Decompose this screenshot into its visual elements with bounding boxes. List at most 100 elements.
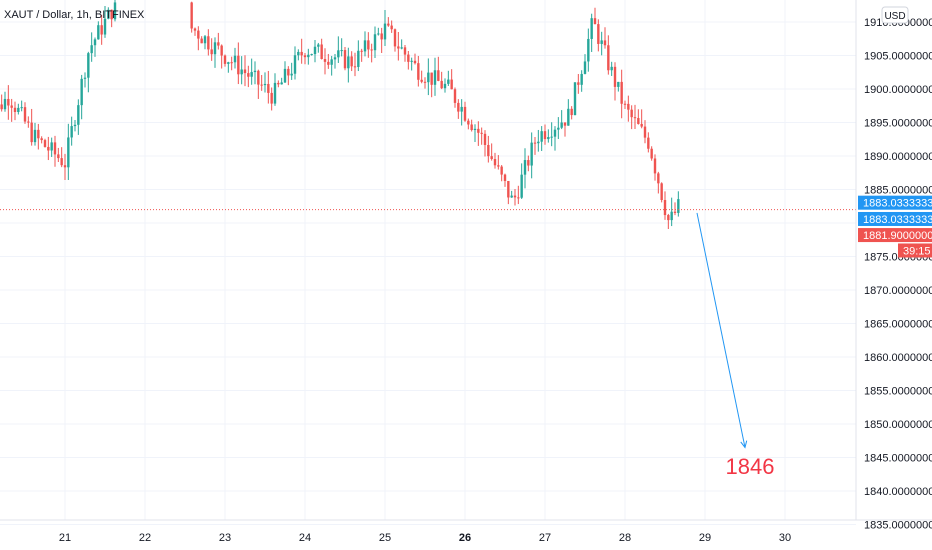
candle-body <box>247 73 250 77</box>
candle-body <box>303 55 307 58</box>
candle-body <box>520 174 523 198</box>
candle-body <box>270 92 273 104</box>
candle-body <box>433 70 437 85</box>
candle-body <box>280 82 283 85</box>
candle-body <box>390 25 393 30</box>
candle-body <box>367 40 370 50</box>
candle-body <box>0 104 3 110</box>
countdown-text: 39:15 <box>903 245 931 257</box>
candle-body <box>347 56 350 69</box>
candle-body <box>70 126 73 138</box>
candle-body <box>380 33 383 40</box>
time-axis-tick-label: 26 <box>459 532 471 544</box>
candle-body <box>463 106 467 121</box>
candle-body <box>237 55 240 75</box>
price-label-badge <box>858 228 932 243</box>
time-axis-tick-label: 21 <box>59 532 71 544</box>
candle-body <box>547 137 550 140</box>
price-label-text: 1883.03333333 <box>863 198 932 210</box>
price-axis-tick-label: 1845.00000000 <box>864 453 932 465</box>
candle-body <box>453 89 457 103</box>
candle-body <box>557 127 560 130</box>
candle-body <box>57 154 60 159</box>
candle-body <box>447 79 450 84</box>
candle-body <box>553 129 557 137</box>
candle-body <box>353 66 357 68</box>
time-axis-tick-label: 25 <box>379 532 391 544</box>
candle-body <box>507 180 510 198</box>
candle-body <box>420 79 423 82</box>
candle-body <box>50 142 53 151</box>
countdown-badge <box>898 243 932 258</box>
candle-body <box>500 166 503 175</box>
candle-body <box>637 118 640 124</box>
candle-body <box>77 105 80 125</box>
candle-body <box>30 122 33 143</box>
chart-symbol-title: XAUT / Dollar, 1h, BITFINEX <box>4 9 145 21</box>
candle-body <box>40 138 43 141</box>
candle-body <box>550 136 553 138</box>
price-axis-tick-label: 1865.00000000 <box>864 319 932 331</box>
candle-body <box>477 128 480 133</box>
projection-arrow-line[interactable] <box>696 212 746 448</box>
candle-body <box>583 61 587 74</box>
candle-body <box>480 132 483 134</box>
candle-body <box>533 142 537 144</box>
candle-body <box>250 72 253 77</box>
candle-body <box>297 51 300 56</box>
candle-body <box>677 199 680 213</box>
price-label-text: 1883.03333333 <box>863 214 932 226</box>
candle-body <box>470 124 473 131</box>
price-axis-tick-label: 1850.00000000 <box>864 419 932 431</box>
candle-body <box>650 148 653 159</box>
candle-body <box>633 117 637 119</box>
candle-body <box>283 68 287 83</box>
candle-body <box>600 40 603 44</box>
price-axis-tick-label: 1855.00000000 <box>864 386 932 398</box>
price-axis-tick-label: 1885.00000000 <box>864 185 932 197</box>
candle-body <box>47 146 50 151</box>
candle-body <box>387 23 390 26</box>
candle-body <box>560 122 563 128</box>
candle-body <box>307 54 310 58</box>
candle-body <box>427 72 430 83</box>
price-axis-tick-label: 1900.00000000 <box>864 84 932 96</box>
candle-body <box>7 98 10 106</box>
candle-body <box>640 123 643 127</box>
candle-body <box>580 73 583 85</box>
candle-body <box>190 2 193 29</box>
candle-body <box>590 18 593 39</box>
candle-body <box>503 174 507 181</box>
candle-body <box>363 40 367 52</box>
price-axis-tick-label: 1890.00000000 <box>864 151 932 163</box>
candle-body <box>657 173 660 184</box>
candle-body <box>540 131 543 142</box>
candle-body <box>100 25 103 35</box>
candle-body <box>393 29 397 47</box>
candle-body <box>410 60 413 62</box>
candle-body <box>257 70 260 85</box>
candle-body <box>643 126 647 138</box>
candle-body <box>73 124 77 127</box>
candle-body <box>607 45 610 71</box>
candle-body <box>360 50 363 52</box>
candle-body <box>407 54 410 62</box>
price-label-badge <box>858 195 932 210</box>
candle-body <box>357 50 360 67</box>
candle-body <box>530 142 533 166</box>
candle-body <box>227 62 230 64</box>
candle-body <box>577 82 580 85</box>
candle-body <box>207 36 210 50</box>
candle-body <box>350 56 353 67</box>
candle-body <box>313 46 317 55</box>
candle-body <box>90 45 93 54</box>
time-axis-tick-label: 24 <box>299 532 311 544</box>
currency-button[interactable] <box>881 6 909 24</box>
candle-body <box>43 140 47 147</box>
time-axis-tick-label: 29 <box>699 532 711 544</box>
candle-body <box>197 30 200 39</box>
candle-body <box>200 38 203 44</box>
candle-body <box>293 55 297 74</box>
candle-body <box>620 81 623 104</box>
